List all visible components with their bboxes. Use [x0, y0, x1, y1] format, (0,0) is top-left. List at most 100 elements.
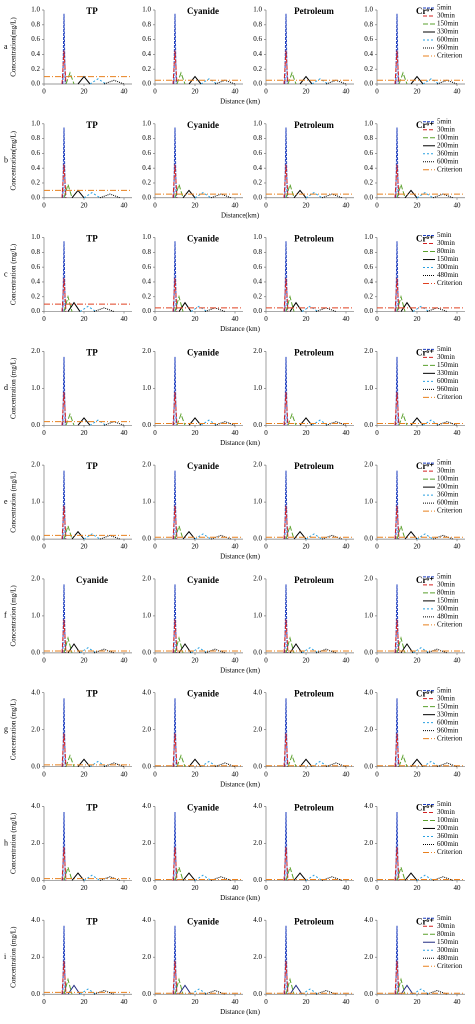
y-tick-label: 0.2 [364, 179, 373, 187]
y-tick-label: 0.0 [142, 307, 151, 315]
series-line [103, 762, 125, 768]
series-line [93, 307, 115, 313]
x-tick-label: 20 [192, 998, 200, 1006]
series-line [172, 50, 178, 85]
x-tick-label: 40 [232, 315, 240, 323]
series-line [67, 984, 81, 995]
series-line [285, 977, 295, 995]
y-tick-label: 1.0 [142, 611, 151, 619]
series-line [394, 392, 400, 426]
series-line [311, 78, 329, 85]
series-line [283, 278, 289, 312]
x-tick-label: 40 [121, 201, 129, 209]
x-tick-label: 40 [121, 884, 129, 892]
x-tick-label: 0 [375, 543, 379, 551]
legend-label: 5min [437, 4, 452, 12]
series-line [396, 865, 406, 881]
series-line [395, 925, 399, 995]
series-line [396, 977, 406, 995]
y-tick-label: 1.0 [31, 384, 40, 392]
series-line [173, 470, 177, 540]
panel-title: Petroleum [294, 6, 334, 16]
y-tick-label: 0.2 [142, 179, 151, 187]
y-tick-label: 1.0 [364, 119, 373, 127]
row-label: i [4, 952, 7, 961]
legend-label: 600min [437, 377, 459, 385]
y-tick-label: 1.0 [31, 611, 40, 619]
series-line [63, 636, 73, 654]
x-tick-label: 40 [121, 656, 129, 664]
series-line [395, 127, 399, 198]
x-tick-label: 40 [343, 770, 351, 778]
x-tick-label: 0 [264, 429, 268, 437]
y-tick-label: 0.8 [142, 248, 151, 256]
x-tick-label: 40 [343, 656, 351, 664]
panel-title: Petroleum [294, 234, 334, 244]
legend-label: 5min [437, 117, 452, 125]
x-tick-label: 20 [303, 884, 311, 892]
legend-label: 600min [437, 36, 459, 44]
legend-label: Criterion [437, 165, 463, 173]
series-line [61, 619, 67, 653]
panel-title: TP [86, 916, 98, 926]
series-line [283, 392, 289, 426]
y-tick-label: 0.8 [31, 134, 40, 142]
y-axis-label: Concentration(mg/L) [10, 17, 18, 77]
series-line [284, 241, 288, 312]
row-label: b [4, 156, 8, 165]
y-tick-label: 2.0 [364, 953, 373, 961]
legend-label: 600min [437, 157, 459, 165]
y-tick-label: 0.0 [142, 421, 151, 429]
x-tick-label: 40 [232, 656, 240, 664]
series-line [284, 356, 288, 426]
panel-title: Cr⁶⁺ [416, 347, 434, 357]
x-tick-label: 40 [121, 770, 129, 778]
x-tick-label: 40 [232, 543, 240, 551]
panel-title: Petroleum [294, 120, 334, 130]
y-tick-label: 0.0 [253, 193, 262, 201]
panel-title: Cyanide [187, 347, 219, 357]
series-line [432, 876, 454, 881]
x-tick-label: 40 [121, 429, 129, 437]
series-line [61, 733, 67, 767]
x-tick-label: 40 [454, 429, 462, 437]
y-tick-label: 4.0 [142, 802, 151, 810]
series-line [182, 189, 196, 199]
series-line [63, 294, 73, 312]
series-line [173, 584, 177, 653]
x-tick-label: 20 [81, 429, 89, 437]
panel: 0.0 1.0 2.0 0 20 40 Cyanide f Concentration (mg/… [4, 574, 132, 664]
y-tick-label: 0.2 [31, 179, 40, 187]
y-tick-label: 0.2 [31, 292, 40, 300]
y-tick-label: 0.4 [142, 164, 151, 172]
y-tick-label: 0.4 [31, 164, 40, 172]
series-line [398, 412, 408, 426]
x-tick-label: 20 [81, 201, 89, 209]
legend-label: Criterion [437, 279, 463, 287]
series-line [395, 811, 399, 881]
series-line [210, 193, 232, 199]
series-line [174, 294, 184, 312]
y-tick-label: 0.2 [142, 65, 151, 73]
x-tick-label: 40 [454, 201, 462, 209]
y-tick-label: 0.0 [364, 421, 373, 429]
series-line [400, 984, 414, 995]
x-tick-label: 0 [42, 201, 46, 209]
y-tick-label: 1.0 [142, 6, 151, 14]
x-tick-label: 0 [375, 88, 379, 96]
panel-title: Petroleum [294, 347, 334, 357]
series-line [93, 989, 115, 995]
panel: 0.0 1.0 2.0 0 20 40 Cr⁶⁺ 5min30min150min330min6… [364, 345, 465, 437]
panel-title: Cr⁶⁺ [416, 461, 434, 471]
x-axis-label: Distance (km) [220, 1008, 261, 1016]
panel-title: Petroleum [294, 916, 334, 926]
panel-title: Cyanide [187, 803, 219, 813]
series-line [214, 762, 236, 768]
x-axis-label: Distance (km) [220, 894, 261, 902]
x-tick-label: 40 [232, 884, 240, 892]
series-line [394, 278, 400, 312]
x-tick-label: 20 [81, 88, 89, 96]
x-axis-label: Distance (km) [220, 439, 261, 447]
series-line [173, 13, 177, 85]
series-line [83, 533, 101, 540]
